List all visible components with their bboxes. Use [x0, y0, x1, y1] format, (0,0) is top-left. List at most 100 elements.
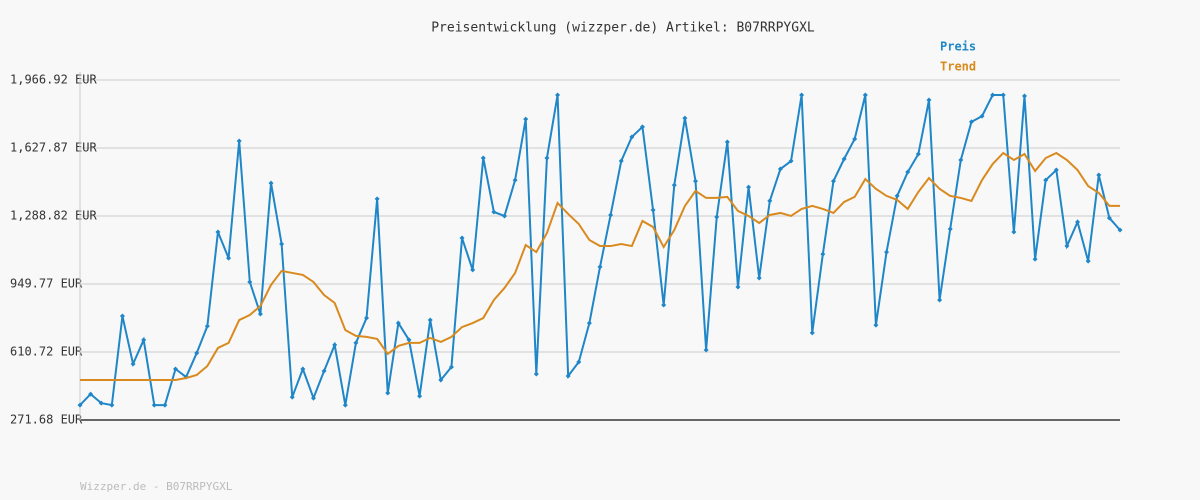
series-line: [80, 151, 1120, 382]
point-marker: [141, 337, 147, 343]
point-marker: [968, 119, 974, 125]
point-marker: [661, 302, 667, 308]
point-marker: [565, 373, 571, 379]
point-marker: [523, 116, 529, 122]
point-marker: [693, 178, 699, 184]
chart-title: Preisentwicklung (wizzper.de) Artikel: B…: [431, 21, 815, 36]
point-marker: [1032, 256, 1038, 262]
point-marker: [905, 169, 911, 175]
point-marker: [576, 359, 582, 365]
point-marker: [151, 402, 157, 408]
point-marker: [788, 158, 794, 164]
point-marker: [215, 229, 221, 235]
point-marker: [226, 255, 232, 261]
point-marker: [639, 124, 645, 130]
point-marker: [852, 136, 858, 142]
point-marker: [1096, 172, 1102, 178]
point-marker: [544, 155, 550, 161]
y-tick-label: 271.68 EUR: [10, 413, 83, 427]
point-marker: [130, 361, 136, 367]
point-marker: [204, 323, 210, 329]
point-marker: [77, 402, 83, 408]
point-marker: [1021, 93, 1027, 99]
point-marker: [682, 115, 688, 121]
point-marker: [406, 337, 412, 343]
point-marker: [746, 184, 752, 190]
point-marker: [884, 249, 890, 255]
point-marker: [703, 347, 709, 353]
point-marker: [820, 251, 826, 257]
point-marker: [448, 364, 454, 370]
point-marker: [491, 209, 497, 215]
point-marker: [714, 214, 720, 220]
point-marker: [459, 235, 465, 241]
point-marker: [533, 371, 539, 377]
footer: Wizzper.de - B07RRPYGXL: [80, 480, 233, 493]
point-marker: [671, 182, 677, 188]
point-marker: [247, 279, 253, 285]
point-marker: [777, 166, 783, 172]
y-tick-label: 610.72 EUR: [10, 345, 83, 359]
point-marker: [767, 198, 773, 204]
point-marker: [947, 226, 953, 232]
point-marker: [990, 92, 996, 98]
point-marker: [915, 151, 921, 157]
point-marker: [438, 377, 444, 383]
point-marker: [194, 350, 200, 356]
point-marker: [724, 139, 730, 145]
point-marker: [586, 320, 592, 326]
point-marker: [385, 390, 391, 396]
point-marker: [1117, 227, 1123, 233]
point-marker: [98, 400, 104, 406]
point-marker: [236, 138, 242, 144]
point-marker: [332, 342, 338, 348]
legend-label: Trend: [940, 60, 976, 74]
point-marker: [268, 180, 274, 186]
point-marker: [1085, 258, 1091, 264]
point-marker: [289, 394, 295, 400]
point-marker: [862, 92, 868, 98]
point-marker: [119, 313, 125, 319]
y-tick-label: 1,627.87 EUR: [10, 141, 97, 155]
y-tick-label: 1,966.92 EUR: [10, 73, 97, 87]
point-marker: [364, 315, 370, 321]
point-marker: [395, 320, 401, 326]
point-marker: [417, 393, 423, 399]
y-tick-label: 1,288.82 EUR: [10, 209, 97, 223]
point-marker: [279, 241, 285, 247]
legend-label: Preis: [940, 40, 976, 54]
point-marker: [1000, 92, 1006, 98]
point-marker: [1043, 177, 1049, 183]
point-marker: [512, 177, 518, 183]
point-marker: [257, 311, 263, 317]
point-marker: [321, 368, 327, 374]
point-marker: [873, 322, 879, 328]
point-marker: [480, 155, 486, 161]
point-marker: [1011, 229, 1017, 235]
point-marker: [979, 113, 985, 119]
point-marker: [173, 366, 179, 372]
point-marker: [894, 193, 900, 199]
point-marker: [1053, 167, 1059, 173]
point-marker: [88, 391, 94, 397]
point-marker: [501, 213, 507, 219]
point-marker: [799, 92, 805, 98]
point-marker: [162, 402, 168, 408]
point-marker: [300, 366, 306, 372]
point-marker: [926, 97, 932, 103]
point-marker: [374, 196, 380, 202]
point-marker: [629, 134, 635, 140]
y-tick-label: 949.77 EUR: [10, 277, 83, 291]
point-marker: [342, 402, 348, 408]
point-marker: [1075, 219, 1081, 225]
point-marker: [809, 330, 815, 336]
point-marker: [937, 297, 943, 303]
point-marker: [830, 178, 836, 184]
point-marker: [310, 395, 316, 401]
point-marker: [650, 207, 656, 213]
point-marker: [841, 156, 847, 162]
point-marker: [756, 275, 762, 281]
point-marker: [735, 284, 741, 290]
